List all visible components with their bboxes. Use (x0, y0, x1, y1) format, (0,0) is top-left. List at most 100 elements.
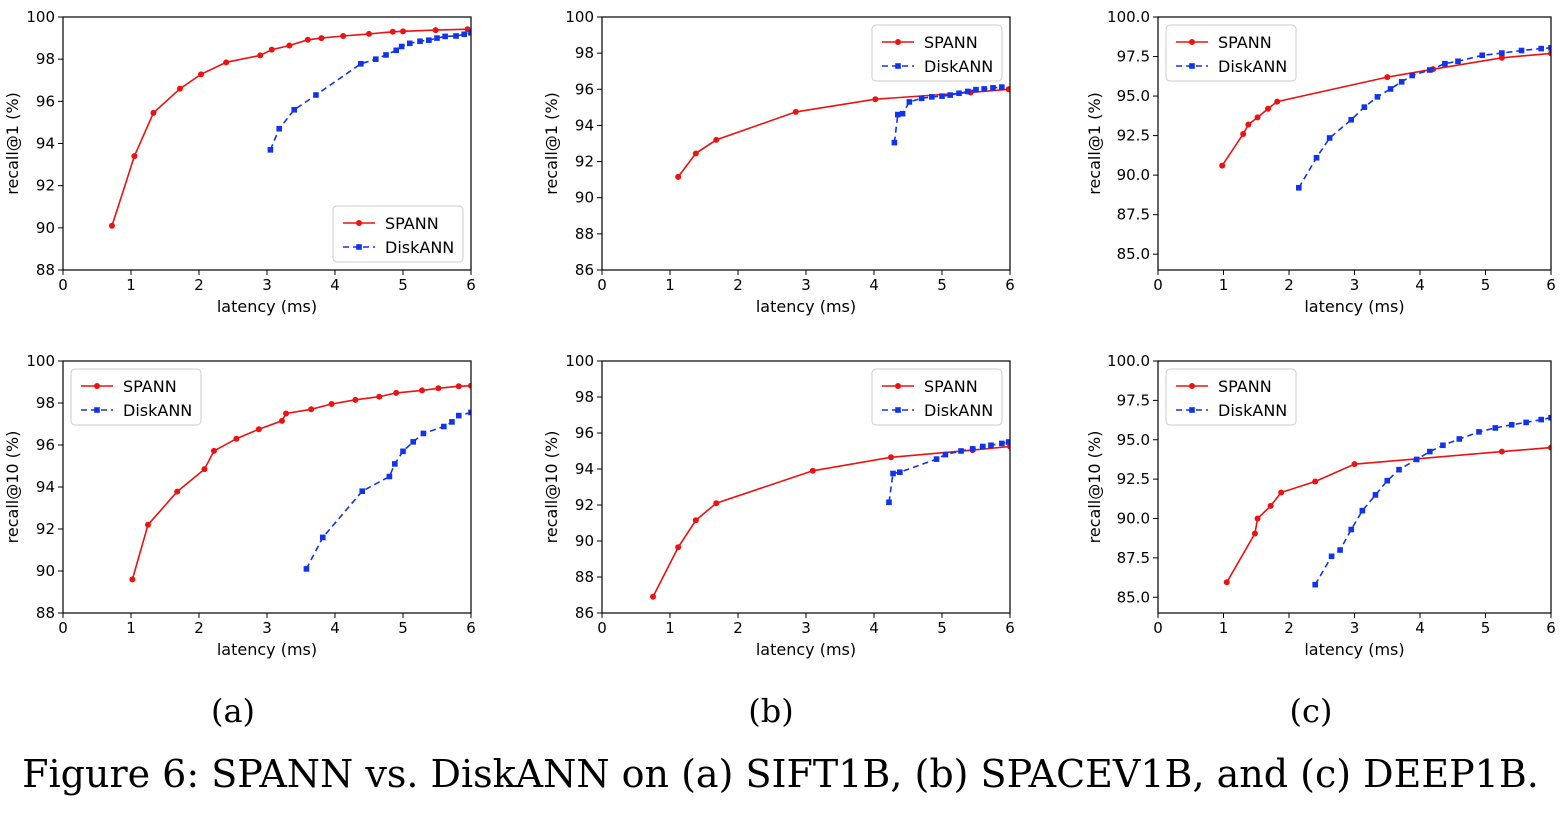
y-tick-label: 86 (575, 604, 594, 622)
x-tick-label: 1 (665, 619, 675, 637)
data-point (318, 35, 325, 42)
x-tick-label: 6 (466, 276, 476, 294)
data-point (1538, 416, 1544, 423)
series-diskann (267, 30, 471, 153)
data-point (400, 448, 406, 455)
data-point (1384, 74, 1391, 81)
legend-marker (356, 244, 362, 250)
plot-frame (62, 16, 472, 271)
data-point (1398, 79, 1405, 85)
x-tick-label: 4 (1415, 276, 1425, 294)
data-point (352, 396, 359, 403)
data-point (468, 382, 471, 389)
data-point (1348, 116, 1355, 123)
x-tick-label: 3 (262, 276, 272, 294)
y-tick-label: 100 (565, 8, 594, 26)
x-axis-label: latency (ms) (1304, 297, 1404, 316)
legend-label-spann: SPANN (1218, 377, 1272, 396)
data-point (267, 147, 274, 153)
y-axis-label: recall@1 (%) (3, 92, 22, 195)
data-point (393, 389, 400, 396)
data-point (1413, 456, 1420, 463)
series-spann (108, 26, 471, 229)
y-tick-label: 100 (565, 352, 594, 370)
plot-frame (601, 16, 1011, 271)
legend-marker (1189, 407, 1195, 413)
data-point (198, 71, 205, 78)
data-point (366, 30, 372, 37)
data-point (1312, 478, 1319, 485)
x-tick-label: 4 (1415, 619, 1425, 637)
x-tick-label: 3 (801, 276, 811, 294)
x-tick-label: 1 (126, 276, 136, 294)
y-tick-label: 100 (26, 8, 55, 26)
data-point (383, 52, 389, 58)
legend-label-diskann: DiskANN (924, 401, 993, 420)
data-point (1492, 425, 1499, 431)
y-axis-label: recall@1 (%) (542, 92, 561, 195)
figure-caption: Figure 6: SPANN vs. DiskANN on (a) SIFT1… (22, 752, 1539, 796)
data-point (1427, 448, 1433, 455)
chart-panel-3: 0 1 2 3 4 5 6 85.0 87.5 90.0 92.5 95.0 97.5 100.0 late… (1085, 8, 1556, 316)
data-point (407, 40, 413, 47)
y-tick-label: 95.0 (1117, 431, 1150, 449)
x-tick-label: 2 (733, 619, 743, 637)
x-tick-label: 2 (1284, 619, 1294, 637)
data-point (692, 150, 699, 157)
data-point (888, 454, 894, 461)
data-point (1476, 429, 1482, 435)
x-axis-label: latency (ms) (217, 297, 317, 316)
x-tick-label: 1 (665, 276, 675, 294)
data-point (1245, 121, 1252, 128)
data-point (1374, 94, 1381, 100)
y-tick-label: 88 (575, 568, 594, 586)
legend-box (70, 368, 202, 426)
data-point (981, 86, 987, 92)
x-axis-label: latency (ms) (217, 640, 317, 659)
data-point (303, 566, 310, 572)
y-tick-label: 88 (36, 261, 55, 279)
y-axis-label: recall@10 (%) (1085, 431, 1104, 544)
data-point (792, 108, 799, 115)
chart-panel-5: 0 1 2 3 4 5 6 86 88 90 92 94 96 98 100 latency (ms) reca… (542, 352, 1015, 659)
data-point (1396, 466, 1402, 473)
x-tick-label: 0 (58, 619, 68, 637)
data-point (410, 439, 416, 445)
data-point (434, 35, 440, 41)
data-point (1326, 135, 1333, 141)
legend-marker (356, 220, 362, 226)
data-point (1278, 489, 1285, 496)
data-point (276, 125, 283, 132)
legend-label-diskann: DiskANN (1218, 401, 1287, 420)
x-tick-label: 2 (194, 619, 204, 637)
legend-marker (895, 63, 901, 69)
data-point (308, 406, 315, 413)
plot-frame (1157, 360, 1552, 614)
data-point (1312, 581, 1318, 588)
legend-box (332, 205, 464, 263)
data-point (419, 387, 426, 394)
data-point (313, 92, 319, 98)
data-point (897, 469, 903, 476)
legend-box (1165, 368, 1297, 426)
data-point (373, 56, 379, 62)
y-tick-label: 94 (36, 478, 55, 496)
plot-frame (1157, 16, 1552, 271)
data-point (392, 461, 398, 467)
y-tick-label: 98 (36, 50, 55, 68)
y-tick-label: 95.0 (1117, 87, 1150, 105)
data-point (906, 99, 913, 105)
x-tick-label: 1 (1219, 619, 1229, 637)
legend: SPANN DiskANN (871, 368, 1003, 426)
data-point (319, 534, 326, 541)
x-axis-label: latency (ms) (1304, 640, 1404, 659)
data-point (468, 409, 471, 416)
data-point (257, 52, 264, 59)
x-tick-label: 2 (194, 276, 204, 294)
data-point (1548, 444, 1551, 451)
data-point (1548, 45, 1551, 51)
series-spann (1219, 50, 1551, 169)
data-point (108, 222, 115, 229)
data-point (435, 385, 442, 392)
y-tick-label: 100 (26, 352, 55, 370)
